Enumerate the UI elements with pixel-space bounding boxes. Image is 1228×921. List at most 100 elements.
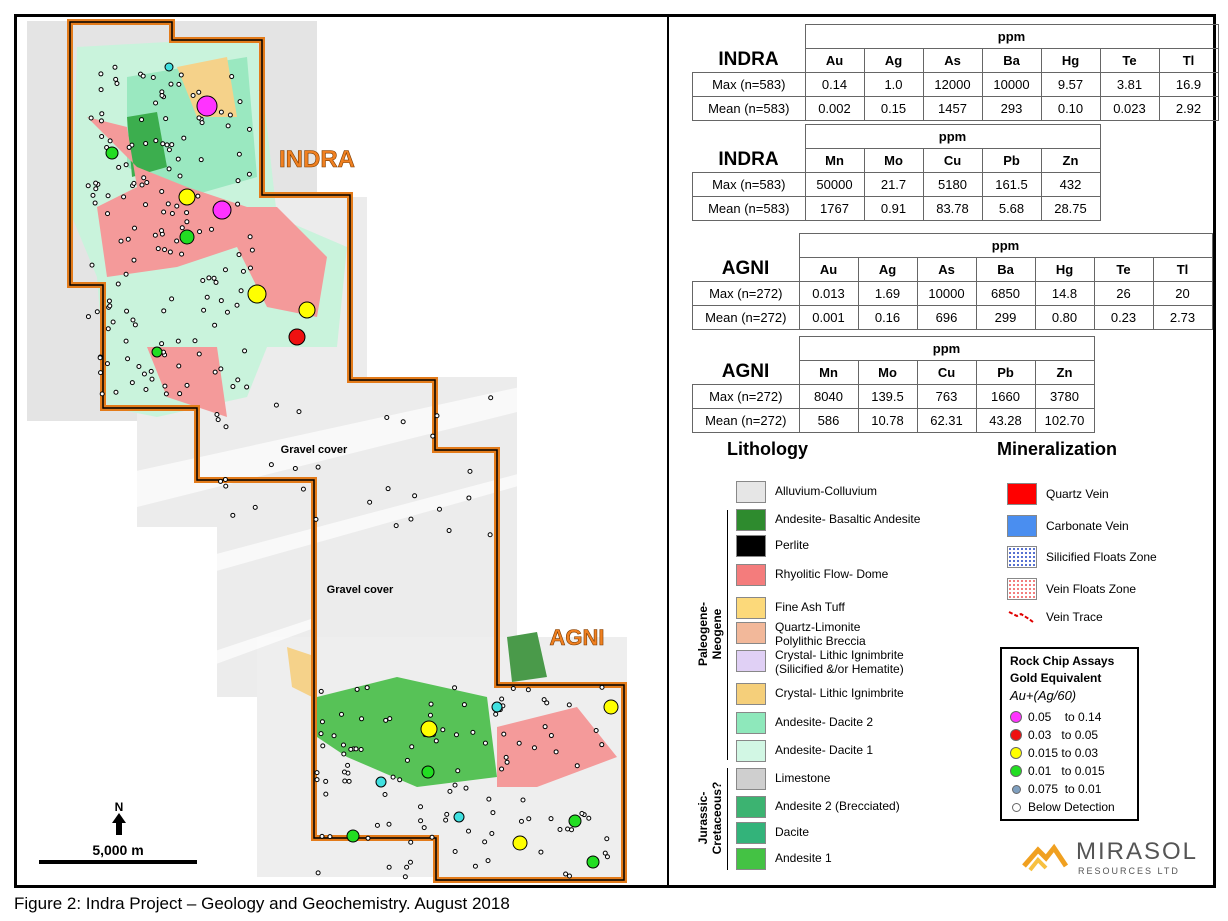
- scale-label: 5,000 m: [92, 842, 143, 858]
- sample-point: [155, 246, 161, 252]
- sample-point: [214, 411, 220, 417]
- sample-point: [139, 117, 145, 123]
- sample-point: [130, 317, 136, 323]
- legend-swatch: [736, 509, 766, 531]
- sample-point: [184, 382, 190, 388]
- sample-point: [98, 118, 104, 124]
- sample-point: [160, 141, 166, 147]
- assay-point: [512, 835, 528, 851]
- sample-point: [99, 111, 105, 117]
- sample-point: [223, 424, 229, 430]
- sample-point: [165, 201, 171, 207]
- column-header: Zn: [1040, 148, 1101, 173]
- sample-point: [204, 294, 210, 300]
- sample-point: [246, 171, 252, 177]
- sample-point: [196, 89, 202, 95]
- sample-point: [510, 685, 516, 691]
- sample-point: [466, 828, 472, 834]
- sample-point: [112, 64, 118, 70]
- sample-point: [132, 225, 138, 231]
- sample-point: [593, 727, 599, 733]
- sample-point: [246, 126, 252, 132]
- table-row: Max (n=272) 8040 139.5 763 1660 3780: [692, 384, 1095, 409]
- sample-point: [235, 377, 241, 383]
- sample-point: [602, 850, 608, 856]
- sample-point: [493, 711, 499, 717]
- sample-point: [387, 716, 393, 722]
- sample-point: [125, 356, 131, 362]
- scale-bar: [39, 860, 197, 864]
- table-title: AGNI: [692, 257, 800, 282]
- table-cell: 16.9: [1158, 72, 1219, 97]
- sample-point: [166, 166, 172, 172]
- sample-point: [123, 271, 129, 277]
- legend-swatch: [736, 535, 766, 557]
- sample-point: [143, 140, 149, 146]
- sample-point: [384, 414, 390, 420]
- sample-point: [166, 147, 172, 153]
- sample-point: [385, 486, 391, 492]
- sample-point: [153, 138, 159, 144]
- sample-point: [240, 268, 246, 274]
- legend-label: Andesite 1: [775, 851, 832, 865]
- assay-point: [375, 776, 387, 788]
- legend-label: Quartz-Limonite Polylithic Breccia: [775, 620, 866, 648]
- sample-point: [215, 417, 221, 423]
- legend-label: Fine Ash Tuff: [775, 600, 845, 614]
- sample-point: [222, 477, 228, 483]
- sample-point: [531, 745, 537, 751]
- sample-point: [229, 74, 235, 80]
- sample-point: [118, 238, 124, 244]
- cover-label: Gravel cover: [327, 584, 394, 596]
- sample-point: [97, 355, 103, 361]
- sample-point: [132, 322, 138, 328]
- ignimbrite: [177, 57, 237, 117]
- sample-point: [141, 371, 147, 377]
- sample-point: [345, 762, 351, 768]
- streak: [17, 617, 317, 737]
- caption: Figure 2: Indra Project – Geology and Ge…: [14, 894, 510, 913]
- sample-point: [167, 249, 173, 255]
- table-row: ppm: [693, 233, 1213, 258]
- sample-point: [197, 229, 203, 235]
- sample-point: [374, 822, 380, 828]
- table-cell: 0.002: [804, 96, 865, 121]
- sample-point: [342, 778, 348, 784]
- row-header: Max (n=272): [692, 384, 800, 409]
- sample-point: [181, 135, 187, 141]
- sample-point: [152, 232, 158, 238]
- assay-point: [298, 301, 316, 319]
- assay-symbol: [1010, 747, 1022, 759]
- sample-point: [174, 238, 180, 244]
- area-label: AGNI: [550, 625, 605, 650]
- legend-label: Perlite: [775, 538, 810, 552]
- table-cell: 1.0: [863, 72, 924, 97]
- sample-point: [314, 770, 320, 776]
- table-row: Max (n=583) 0.14 1.0 12000 10000 9.57 3.81 16.9: [692, 72, 1219, 97]
- sample-point: [467, 468, 473, 474]
- sample-point: [227, 112, 233, 118]
- sample-point: [538, 849, 544, 855]
- sample-point: [162, 247, 168, 253]
- sample-point: [430, 433, 436, 439]
- table-cell: 83.78: [922, 196, 983, 221]
- sample-point: [548, 733, 554, 739]
- sample-point: [177, 391, 183, 397]
- table-cell: 3.81: [1099, 72, 1160, 97]
- sample-point: [436, 506, 442, 512]
- unit-header: ppm: [798, 336, 1095, 361]
- sample-point: [486, 796, 492, 802]
- legend-swatch: [736, 622, 766, 644]
- logo-mark: [1022, 843, 1069, 872]
- sample-point: [90, 192, 96, 198]
- assay-label: 0.01 to 0.015: [1028, 764, 1105, 778]
- column-header: Tl: [1152, 257, 1213, 282]
- sample-point: [541, 697, 547, 703]
- sample-point: [444, 811, 450, 817]
- legend-label: Limestone: [775, 771, 831, 785]
- sample-point: [163, 116, 169, 122]
- sample-point: [503, 754, 509, 760]
- area-label: INDRA: [279, 146, 355, 173]
- group-bracket: [727, 510, 728, 760]
- sample-point: [397, 777, 403, 783]
